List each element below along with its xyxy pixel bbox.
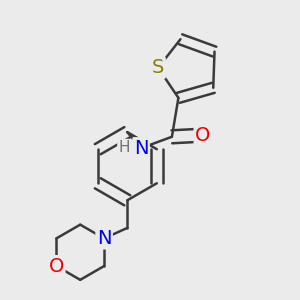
Text: O: O xyxy=(49,256,64,275)
Text: N: N xyxy=(134,139,148,158)
Text: N: N xyxy=(97,229,111,248)
Text: O: O xyxy=(195,126,210,145)
Text: S: S xyxy=(152,58,164,77)
Text: H: H xyxy=(118,140,130,155)
